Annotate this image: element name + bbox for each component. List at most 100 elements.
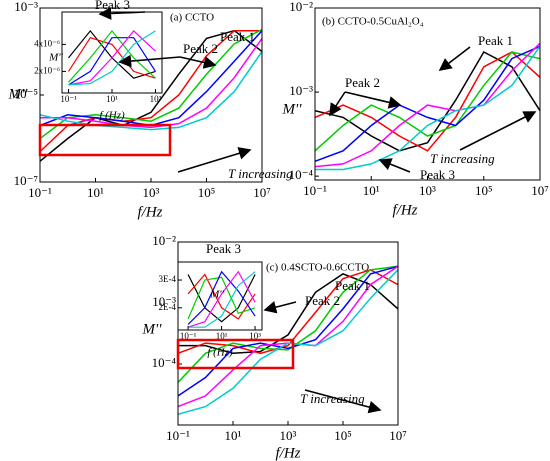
x-tick-label: 10⁷ bbox=[389, 428, 407, 443]
x-tick-label: 10³ bbox=[280, 428, 297, 443]
series-line bbox=[67, 36, 156, 79]
arrow bbox=[179, 56, 217, 69]
annotation: Peak 2 bbox=[183, 41, 218, 56]
arrow bbox=[118, 54, 181, 68]
series-line bbox=[187, 273, 256, 320]
arrow bbox=[438, 46, 471, 71]
series-line bbox=[68, 30, 156, 86]
x-tick-label: 10³ bbox=[419, 183, 436, 198]
x-tick-label: 10¹ bbox=[106, 94, 118, 104]
y-axis-label: M'' bbox=[48, 52, 64, 64]
y-axis-label: M'' bbox=[209, 289, 225, 301]
annotation: Peak 2 bbox=[345, 75, 380, 90]
annotation: (a) CCTO bbox=[170, 12, 214, 24]
x-tick-label: 10⁵ bbox=[198, 185, 216, 200]
arrow bbox=[98, 7, 146, 20]
annotation: Peak 1 bbox=[220, 29, 255, 44]
series-line bbox=[315, 51, 540, 152]
x-axis-label: f/Hz bbox=[392, 202, 417, 218]
x-tick-label: 10⁵ bbox=[475, 183, 493, 198]
x-tick-label: 10⁻¹ bbox=[60, 94, 77, 104]
arrow bbox=[329, 91, 346, 117]
series-line bbox=[188, 271, 256, 328]
series-line bbox=[178, 268, 398, 355]
x-axis-label: f (Hz) bbox=[207, 347, 233, 359]
series-line bbox=[178, 265, 398, 383]
y-tick-label: 10⁻³ bbox=[152, 294, 176, 309]
series-line bbox=[178, 269, 398, 416]
highlight-box bbox=[38, 123, 172, 157]
series-line bbox=[315, 51, 540, 152]
x-tick-label: 10⁻¹ bbox=[180, 331, 197, 341]
y-tick-label: 4x10⁻⁶ bbox=[34, 38, 60, 48]
y-axis-label: M'' bbox=[282, 101, 303, 117]
x-tick-label: 10⁻¹ bbox=[303, 183, 327, 198]
series-line bbox=[68, 30, 156, 86]
x-axis-label: f/Hz bbox=[137, 204, 162, 220]
x-tick-label: 10³ bbox=[150, 94, 162, 104]
y-axis-label: M'' bbox=[8, 86, 29, 102]
annotation: Peak 3 bbox=[206, 241, 241, 256]
x-tick-label: 10⁻¹ bbox=[166, 428, 190, 443]
series-line bbox=[40, 28, 262, 140]
y-tick-label: 10⁻³ bbox=[289, 83, 313, 98]
y-tick-label: 2x10⁻⁶ bbox=[34, 65, 60, 75]
x-tick-label: 10⁵ bbox=[334, 428, 352, 443]
arrow bbox=[459, 111, 537, 151]
series-line bbox=[68, 37, 157, 86]
series-line bbox=[178, 273, 398, 355]
inset-background bbox=[62, 12, 162, 93]
annotation: Peak 1 bbox=[335, 278, 370, 293]
y-tick-label: 10⁻² bbox=[289, 0, 313, 14]
x-tick-label: 10¹ bbox=[87, 185, 104, 200]
y-tick-label: 2E-4 bbox=[159, 302, 177, 312]
series-line bbox=[187, 276, 256, 320]
series-line bbox=[68, 29, 156, 83]
y-tick-label: 10⁻⁴ bbox=[152, 355, 177, 370]
annotation: T increasing bbox=[430, 151, 495, 166]
series-line bbox=[187, 270, 256, 328]
x-tick-label: 10¹ bbox=[216, 331, 228, 341]
y-tick-label: 10⁻⁴ bbox=[289, 167, 314, 182]
x-tick-label: 10⁷ bbox=[253, 185, 271, 200]
x-tick-label: 10³ bbox=[249, 331, 261, 341]
y-tick-label: 10⁻² bbox=[152, 233, 176, 248]
y-tick-label: 10⁻⁷ bbox=[14, 173, 38, 188]
x-tick-label: 10⁻¹ bbox=[28, 185, 52, 200]
arrow bbox=[344, 91, 402, 109]
arrow bbox=[304, 389, 382, 414]
annotation: Peak 2 bbox=[305, 293, 340, 308]
annotation: T increasing bbox=[228, 166, 293, 181]
y-tick-label: 10⁻³ bbox=[14, 0, 38, 14]
series-line bbox=[315, 45, 540, 163]
x-tick-label: 10⁷ bbox=[531, 183, 549, 198]
annotation: Peak 3 bbox=[95, 0, 130, 12]
x-tick-label: 10³ bbox=[143, 185, 160, 200]
series-line bbox=[187, 274, 256, 323]
x-axis-label: f/Hz bbox=[275, 445, 300, 461]
highlight-box bbox=[176, 338, 295, 370]
series-line bbox=[40, 37, 262, 129]
x-axis-label: f (Hz) bbox=[99, 110, 125, 122]
series-line bbox=[40, 29, 262, 162]
series-line bbox=[315, 42, 540, 168]
series-line bbox=[40, 51, 262, 131]
arrows bbox=[98, 7, 537, 414]
arrow bbox=[263, 301, 297, 314]
axes-frame bbox=[177, 261, 263, 331]
series-line bbox=[187, 270, 256, 325]
x-tick-label: 10¹ bbox=[363, 183, 380, 198]
annotation: (c) 0.4SCTO-0.6CCTO bbox=[266, 262, 369, 274]
annotation: (b) CCTO-0.5CuAl₂O₄ bbox=[322, 16, 424, 28]
arrow bbox=[177, 147, 252, 173]
arrow bbox=[378, 158, 411, 173]
annotation: Peak 1 bbox=[478, 33, 513, 48]
y-axis-label: M'' bbox=[142, 321, 163, 337]
y-tick-label: 10⁻⁵ bbox=[14, 86, 38, 101]
series-line bbox=[315, 45, 540, 171]
annotation: Peak 3 bbox=[420, 167, 455, 182]
y-tick-label: 3E-4 bbox=[159, 274, 177, 284]
series-line bbox=[315, 51, 540, 152]
x-tick-label: 10¹ bbox=[225, 428, 242, 443]
